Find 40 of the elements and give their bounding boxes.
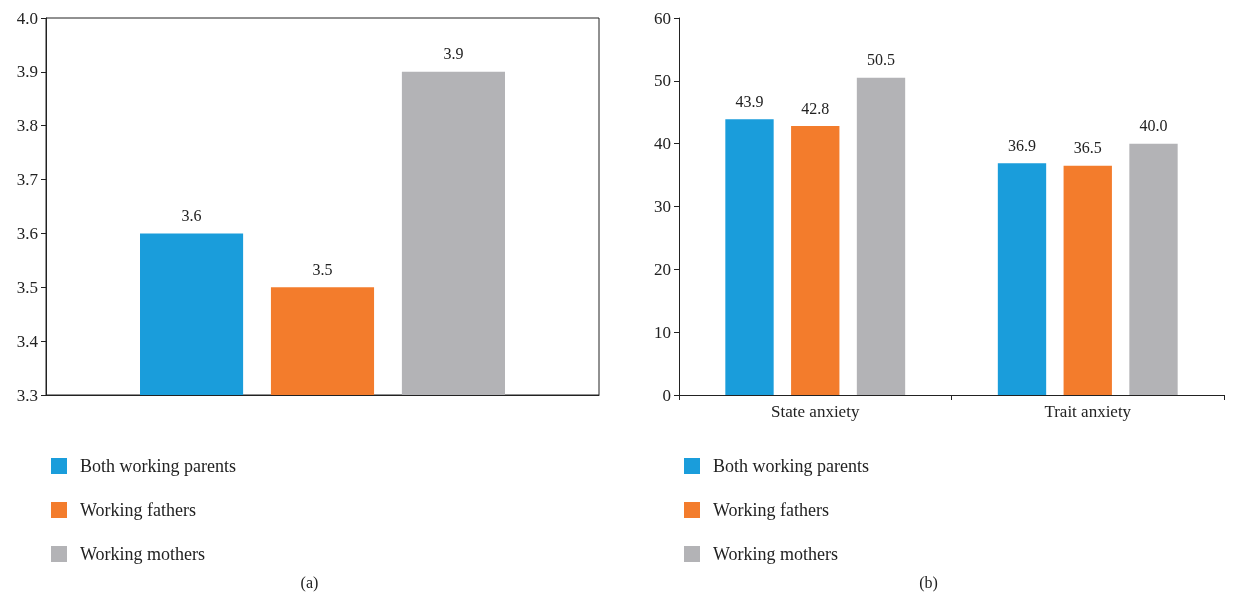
data-label: 3.9 [443,45,464,63]
y-tick-label: 3.3 [16,385,38,405]
x-tick-label: Trait anxiety [1044,402,1132,421]
y-tick-label: 4.0 [16,8,38,28]
data-label: 50.5 [867,51,895,69]
bar [856,77,906,395]
y-tick-label: 10 [654,322,671,342]
data-label: 36.5 [1073,139,1102,157]
x-tick-label: State anxiety [771,402,860,421]
data-label: 43.9 [735,92,764,110]
legend-label: Both working parents [713,456,869,476]
bar [997,163,1047,395]
y-tick-label: 3.4 [16,331,39,351]
y-tick-label: 20 [654,259,671,279]
bar [1063,165,1112,395]
y-tick-label: 30 [654,197,671,216]
y-tick-label: 3.6 [16,223,38,243]
text: (a) [300,573,319,592]
y-tick-label: 3.8 [16,116,38,136]
bar [791,126,840,395]
data-label: 3.5 [312,260,333,278]
y-tick-label: 40 [654,134,671,154]
data-label: 36.9 [1008,136,1036,154]
y-tick-label: 3.9 [16,62,38,82]
y-tick-label: 60 [654,8,671,28]
legend-label: Working mothers [713,544,839,564]
y-tick-label: 0 [662,385,671,405]
legend-label: Both working parents [80,456,236,476]
bar [1129,143,1178,395]
legend-label: Working mothers [80,544,206,564]
legend-label: Working fathers [80,500,197,520]
bar [725,119,774,395]
data-label: 40.0 [1139,117,1168,135]
text: (b) [919,573,938,592]
y-tick-label: 3.5 [16,277,38,297]
data-label: 42.8 [801,99,830,117]
legend-label: Working fathers [713,500,830,520]
data-label: 3.6 [181,206,202,224]
y-tick-label: 50 [654,71,671,91]
y-tick-label: 3.7 [16,170,39,190]
